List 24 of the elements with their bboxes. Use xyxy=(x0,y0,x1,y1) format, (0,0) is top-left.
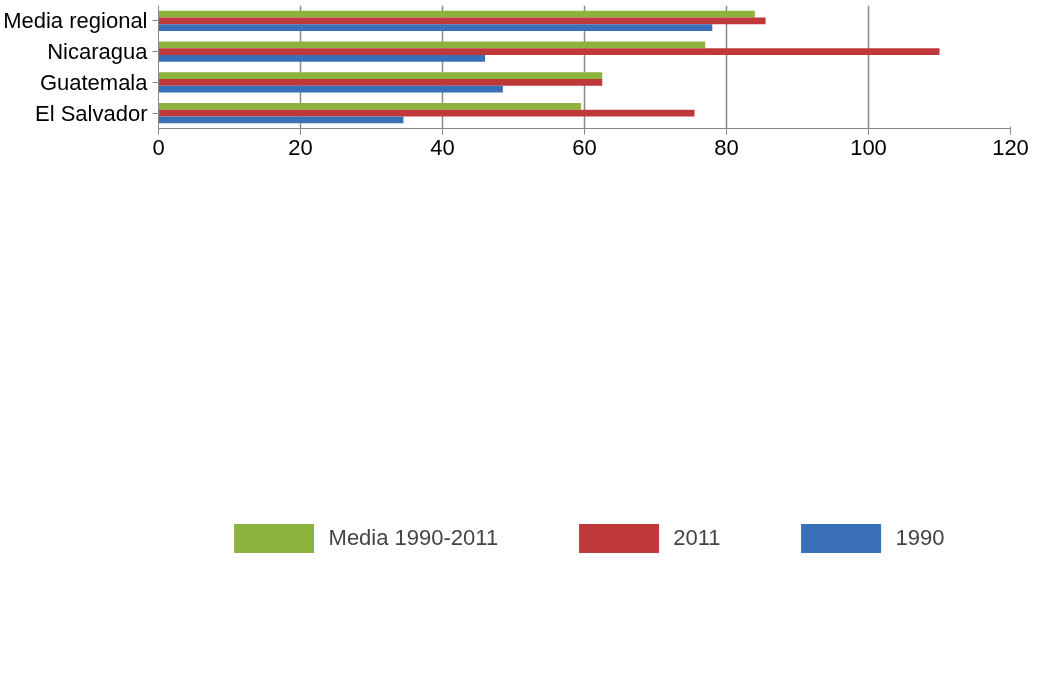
y-tick-label: Nicaragua xyxy=(47,39,149,65)
y-tick-label: Media regional xyxy=(3,8,148,34)
bar xyxy=(158,102,581,110)
bar xyxy=(158,109,695,117)
bar xyxy=(158,78,603,86)
bar xyxy=(158,41,706,49)
x-tick-label: 20 xyxy=(288,134,313,160)
y-tick-label: Guatemala xyxy=(39,69,149,95)
legend-label: 2011 xyxy=(673,525,721,551)
y-tick-label: El Salvador xyxy=(35,100,148,126)
x-tick-label: 80 xyxy=(714,134,739,160)
x-tick-label: 60 xyxy=(572,134,597,160)
bar xyxy=(158,48,940,56)
legend-label: 1990 xyxy=(895,525,945,551)
x-tick-label: 120 xyxy=(992,134,1029,160)
bar xyxy=(158,17,766,25)
x-tick-label: 40 xyxy=(430,134,455,160)
bar xyxy=(158,85,503,93)
bar xyxy=(158,72,603,79)
x-tick-label: 0 xyxy=(152,134,165,160)
legend-label: Media 1990-2011 xyxy=(328,525,499,551)
bar xyxy=(158,24,713,32)
x-tick-label: 100 xyxy=(850,134,887,160)
bar xyxy=(158,55,486,62)
